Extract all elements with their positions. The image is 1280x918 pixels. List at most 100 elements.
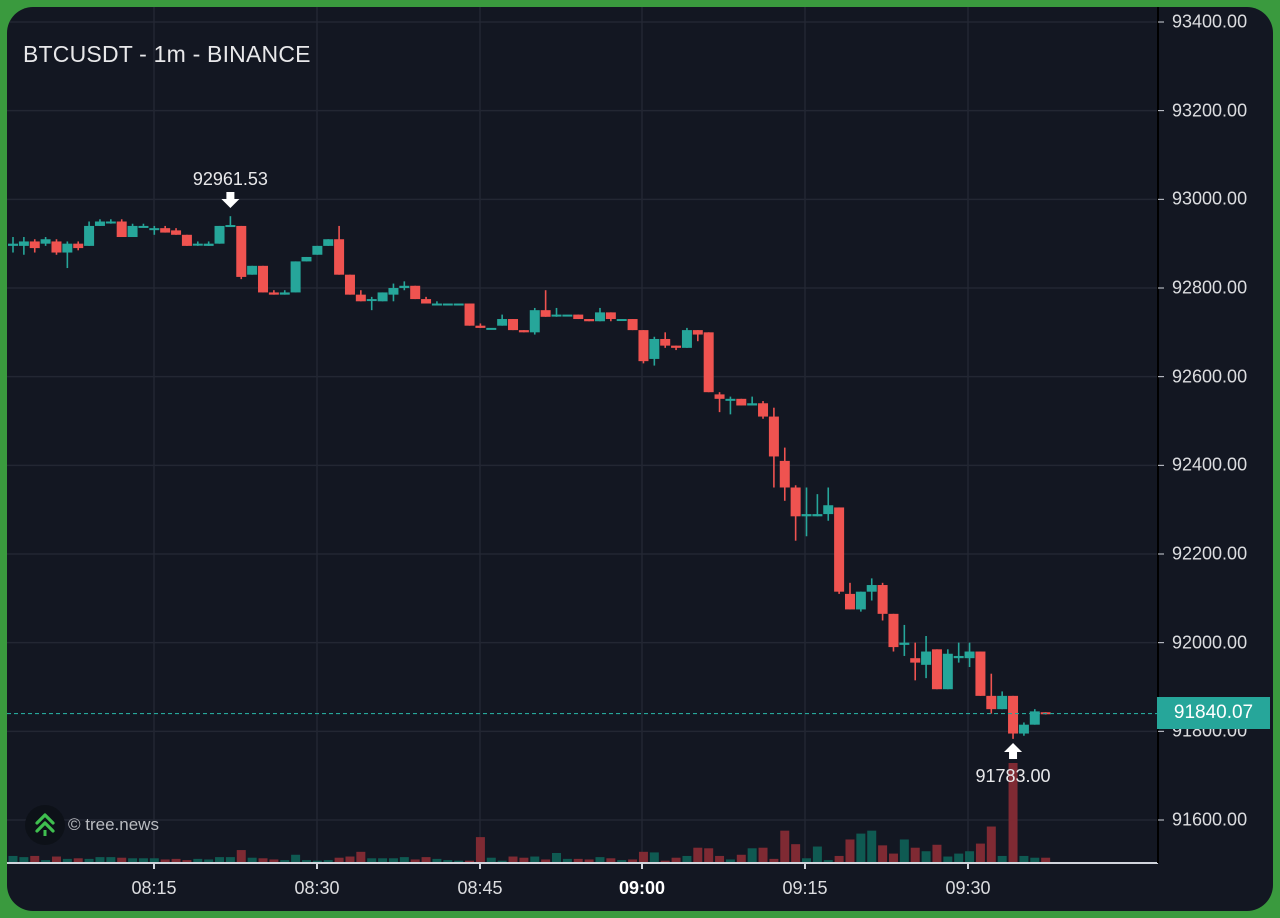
volume-bar — [671, 857, 681, 863]
candle-body — [660, 338, 671, 346]
volume-bar — [475, 837, 485, 863]
volume-bar — [73, 858, 83, 863]
candle-body — [290, 261, 301, 293]
candle-body — [921, 651, 932, 665]
candle-body — [51, 241, 62, 253]
volume-bar — [388, 858, 398, 863]
volume-bar — [486, 857, 496, 863]
volume-bar — [367, 858, 377, 863]
volume-bar — [573, 858, 583, 863]
volume-bar — [888, 853, 898, 863]
candle-body — [1008, 695, 1019, 734]
volume-bar — [182, 860, 192, 863]
candle-body — [475, 325, 486, 328]
time-axis-label: 09:30 — [945, 878, 991, 898]
volume-bar — [160, 859, 170, 863]
candle-body — [127, 225, 138, 238]
volume-bar — [106, 857, 116, 863]
candle-body — [399, 285, 410, 288]
volume-bar — [378, 858, 388, 863]
price-axis-label: 93400.00 — [1172, 11, 1248, 32]
volume-bar — [519, 857, 529, 863]
chart-title: BTCUSDT - 1m - BINANCE — [23, 41, 311, 67]
candle-body — [116, 221, 127, 238]
volume-bar — [204, 859, 214, 863]
volume-bar — [965, 851, 975, 863]
volume-bar — [715, 855, 725, 863]
candle-body — [247, 265, 258, 275]
volume-bar — [584, 859, 594, 863]
volume-bar — [802, 858, 812, 863]
watermark[interactable]: © tree.news — [25, 805, 159, 845]
candle-body — [551, 314, 562, 317]
volume-bar — [704, 848, 714, 863]
candle-body — [301, 256, 312, 262]
candlestick-chart[interactable] — [7, 7, 1273, 911]
candle-body — [888, 613, 899, 648]
volume-bar — [269, 859, 279, 863]
candle-body — [562, 314, 573, 317]
candle-body — [431, 303, 442, 306]
volume-bar — [128, 858, 138, 863]
watermark-text: © tree.news — [68, 815, 159, 834]
volume-bar — [334, 857, 344, 863]
volume-bar — [954, 853, 964, 863]
volume-bar — [595, 857, 605, 863]
candle-body — [258, 265, 269, 293]
arrow-up-icon — [1004, 743, 1023, 759]
candle-body — [1018, 724, 1029, 734]
candle-body — [312, 245, 323, 255]
candle-body — [812, 514, 823, 517]
candle-body — [160, 228, 171, 233]
volume-bar — [443, 860, 453, 863]
volume-bar — [84, 858, 94, 863]
candle-body — [236, 225, 247, 277]
candle-body — [73, 243, 84, 249]
last-price-tag: 91840.07 — [1157, 697, 1270, 729]
candle-body — [747, 403, 758, 406]
candle-body — [627, 319, 638, 331]
candle-body — [844, 593, 855, 610]
candle-body — [84, 225, 95, 246]
price-axis-label: 92200.00 — [1172, 543, 1248, 564]
candle-body — [931, 649, 942, 690]
volume-bar — [8, 855, 18, 863]
candle-body — [171, 230, 182, 235]
candle-body — [823, 505, 834, 515]
candle-body — [899, 642, 910, 645]
volume-bar — [138, 858, 148, 863]
volume-bar — [780, 830, 790, 863]
volume-bar — [1041, 857, 1051, 863]
candle-body — [8, 243, 18, 246]
time-axis-label: 08:15 — [131, 878, 177, 898]
volume-bar — [280, 860, 290, 863]
volume-bar — [910, 847, 920, 863]
candle-body — [225, 225, 236, 228]
candle-body — [62, 243, 73, 253]
volume-bar — [638, 851, 648, 863]
volume-bar — [1030, 857, 1040, 863]
volume-bar — [791, 844, 801, 863]
volume-bar — [117, 857, 127, 863]
volume-bar — [649, 852, 659, 863]
candle-body — [268, 292, 279, 295]
volume-bar — [258, 858, 268, 863]
volume-bar — [399, 857, 409, 863]
volume-bar — [975, 843, 985, 863]
candle-body — [279, 292, 290, 295]
candle-body — [497, 319, 508, 326]
candle-body — [334, 239, 345, 275]
candle-body — [573, 314, 584, 320]
volume-bar — [41, 860, 51, 863]
candle-body — [758, 403, 769, 417]
volume-bar — [693, 847, 703, 863]
volume-bar — [51, 856, 61, 863]
candle-body — [518, 330, 529, 333]
price-axis-label: 92400.00 — [1172, 454, 1248, 475]
volume-bar — [421, 857, 431, 863]
candle-body — [986, 695, 997, 710]
candle-body — [442, 303, 453, 306]
volume-bar — [867, 830, 877, 863]
price-axis-label: 92800.00 — [1172, 277, 1248, 298]
candle-body — [790, 487, 801, 517]
